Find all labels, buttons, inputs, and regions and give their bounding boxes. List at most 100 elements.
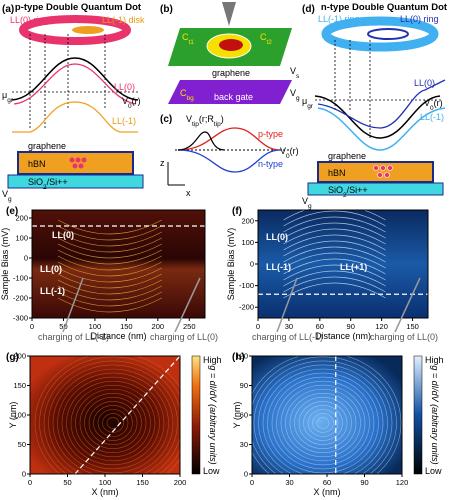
text-part: V bbox=[290, 88, 296, 98]
text-part: V bbox=[186, 114, 192, 124]
y-tick-label: 200 bbox=[13, 352, 26, 361]
z-label: z bbox=[160, 158, 165, 168]
decoration bbox=[384, 172, 390, 178]
fringe bbox=[102, 413, 124, 433]
fringe bbox=[283, 222, 386, 239]
subscript: tip bbox=[192, 121, 199, 128]
heatmap-bg bbox=[32, 210, 205, 318]
fringe bbox=[57, 279, 162, 295]
text-part: C bbox=[182, 32, 189, 42]
fringe bbox=[93, 405, 133, 441]
subscript: tip bbox=[214, 121, 221, 128]
x-tick-label: 50 bbox=[63, 478, 71, 487]
panel-title: p-type Double Quantum Dot bbox=[15, 2, 142, 13]
fringe bbox=[303, 405, 343, 441]
decoration bbox=[380, 165, 386, 171]
hbn-layer bbox=[317, 161, 434, 183]
y-axis-label: Sample Bias (mV) bbox=[0, 228, 10, 301]
annotation: LL(+1) bbox=[340, 262, 367, 272]
fringe bbox=[258, 364, 388, 474]
fringe bbox=[57, 291, 162, 307]
subscript: g bbox=[296, 95, 300, 102]
x-tick-label: 0 bbox=[256, 322, 260, 331]
dots bbox=[69, 157, 87, 169]
substrate-label: SiO2/Si++ bbox=[28, 177, 68, 191]
panel-title: n-type Double Quantum Dot bbox=[321, 2, 448, 13]
fringe bbox=[283, 252, 386, 269]
back-gate-label: back gate bbox=[214, 92, 253, 102]
llm1-label: LL(-1) bbox=[112, 116, 136, 126]
colorbar-low: Low bbox=[203, 466, 220, 476]
annotation: LL(-1) bbox=[266, 262, 291, 272]
annotation: LL(0) bbox=[52, 230, 74, 240]
heatmap bbox=[252, 356, 402, 474]
subscript: g bbox=[8, 196, 12, 203]
x-tick-label: 120 bbox=[375, 322, 388, 331]
guides bbox=[12, 34, 140, 130]
x-axis-label: Distance (nm) bbox=[315, 331, 371, 341]
text-part: V bbox=[280, 146, 286, 156]
y-tick-label: -200 bbox=[13, 294, 28, 303]
substrate-label: SiO2/Si++ bbox=[328, 185, 368, 199]
fringe bbox=[106, 417, 120, 429]
fringe bbox=[283, 258, 386, 275]
fringe bbox=[283, 270, 386, 287]
x-tick-label: 100 bbox=[89, 322, 102, 331]
panel-b: (b) Ct1 Ct2 graphene Cbg back gate Vs Vg bbox=[160, 2, 300, 104]
text-part: V bbox=[290, 66, 296, 76]
fringe bbox=[57, 249, 162, 265]
text-part: V bbox=[424, 98, 430, 108]
subscript: s bbox=[296, 73, 300, 80]
x-tick-label: 150 bbox=[406, 322, 419, 331]
inner-ring bbox=[367, 28, 409, 40]
fringe bbox=[298, 401, 348, 445]
text-part: V bbox=[2, 189, 8, 199]
fringe bbox=[57, 297, 162, 313]
arrow bbox=[394, 277, 421, 333]
fringe bbox=[283, 210, 386, 221]
arrow bbox=[62, 277, 84, 333]
fringe bbox=[252, 356, 402, 474]
hbn-layer bbox=[17, 151, 134, 175]
vg-label: Vg bbox=[290, 88, 300, 102]
panel-c: (c) Vtip(r;Rtip) p-type n-type V0(r) z x bbox=[160, 114, 299, 198]
graphene-label: graphene bbox=[212, 68, 250, 78]
y-tick-label: 200 bbox=[15, 214, 28, 223]
annotation: LL(0) bbox=[266, 232, 288, 242]
substrate bbox=[307, 182, 444, 196]
fringe bbox=[294, 397, 352, 449]
decoration bbox=[75, 157, 81, 163]
fringe bbox=[88, 401, 138, 445]
subscript: gr bbox=[7, 97, 14, 104]
panel-f: 0 30 60 90 120 150 -200 -100 0 100 200(f) Distance … bbox=[226, 206, 438, 342]
fringe bbox=[43, 360, 180, 474]
fringe bbox=[283, 240, 386, 257]
decoration bbox=[387, 165, 393, 171]
graphene-label: graphene bbox=[28, 141, 66, 151]
text-part: C bbox=[180, 88, 187, 98]
text-part: (r) bbox=[290, 146, 299, 156]
annotation: LL(-1) bbox=[40, 286, 65, 296]
y-tick-label: -200 bbox=[239, 303, 254, 312]
panel-a: (a) p-type Double Quantum Dot LL(0) ring… bbox=[2, 2, 145, 203]
decoration bbox=[69, 157, 75, 163]
ll0-curve bbox=[317, 79, 446, 129]
fringe bbox=[267, 372, 379, 474]
y-tick-label: 60 bbox=[240, 411, 248, 420]
y-tick-label: -100 bbox=[13, 274, 28, 283]
graphene-label: graphene bbox=[328, 151, 366, 161]
decoration bbox=[81, 157, 87, 163]
y-tick-label: 100 bbox=[15, 234, 28, 243]
fringe bbox=[289, 392, 357, 453]
substrate bbox=[7, 174, 144, 189]
vtip-label: Vtip(r;Rtip) bbox=[186, 114, 224, 128]
colorbar bbox=[191, 355, 201, 475]
fringe bbox=[271, 376, 375, 470]
fringe bbox=[66, 380, 160, 466]
text-part: C bbox=[260, 32, 267, 42]
llm1-curve bbox=[12, 101, 138, 133]
colorbar-high: High bbox=[425, 355, 444, 365]
decoration bbox=[373, 165, 379, 171]
text-part: μ bbox=[2, 90, 7, 100]
